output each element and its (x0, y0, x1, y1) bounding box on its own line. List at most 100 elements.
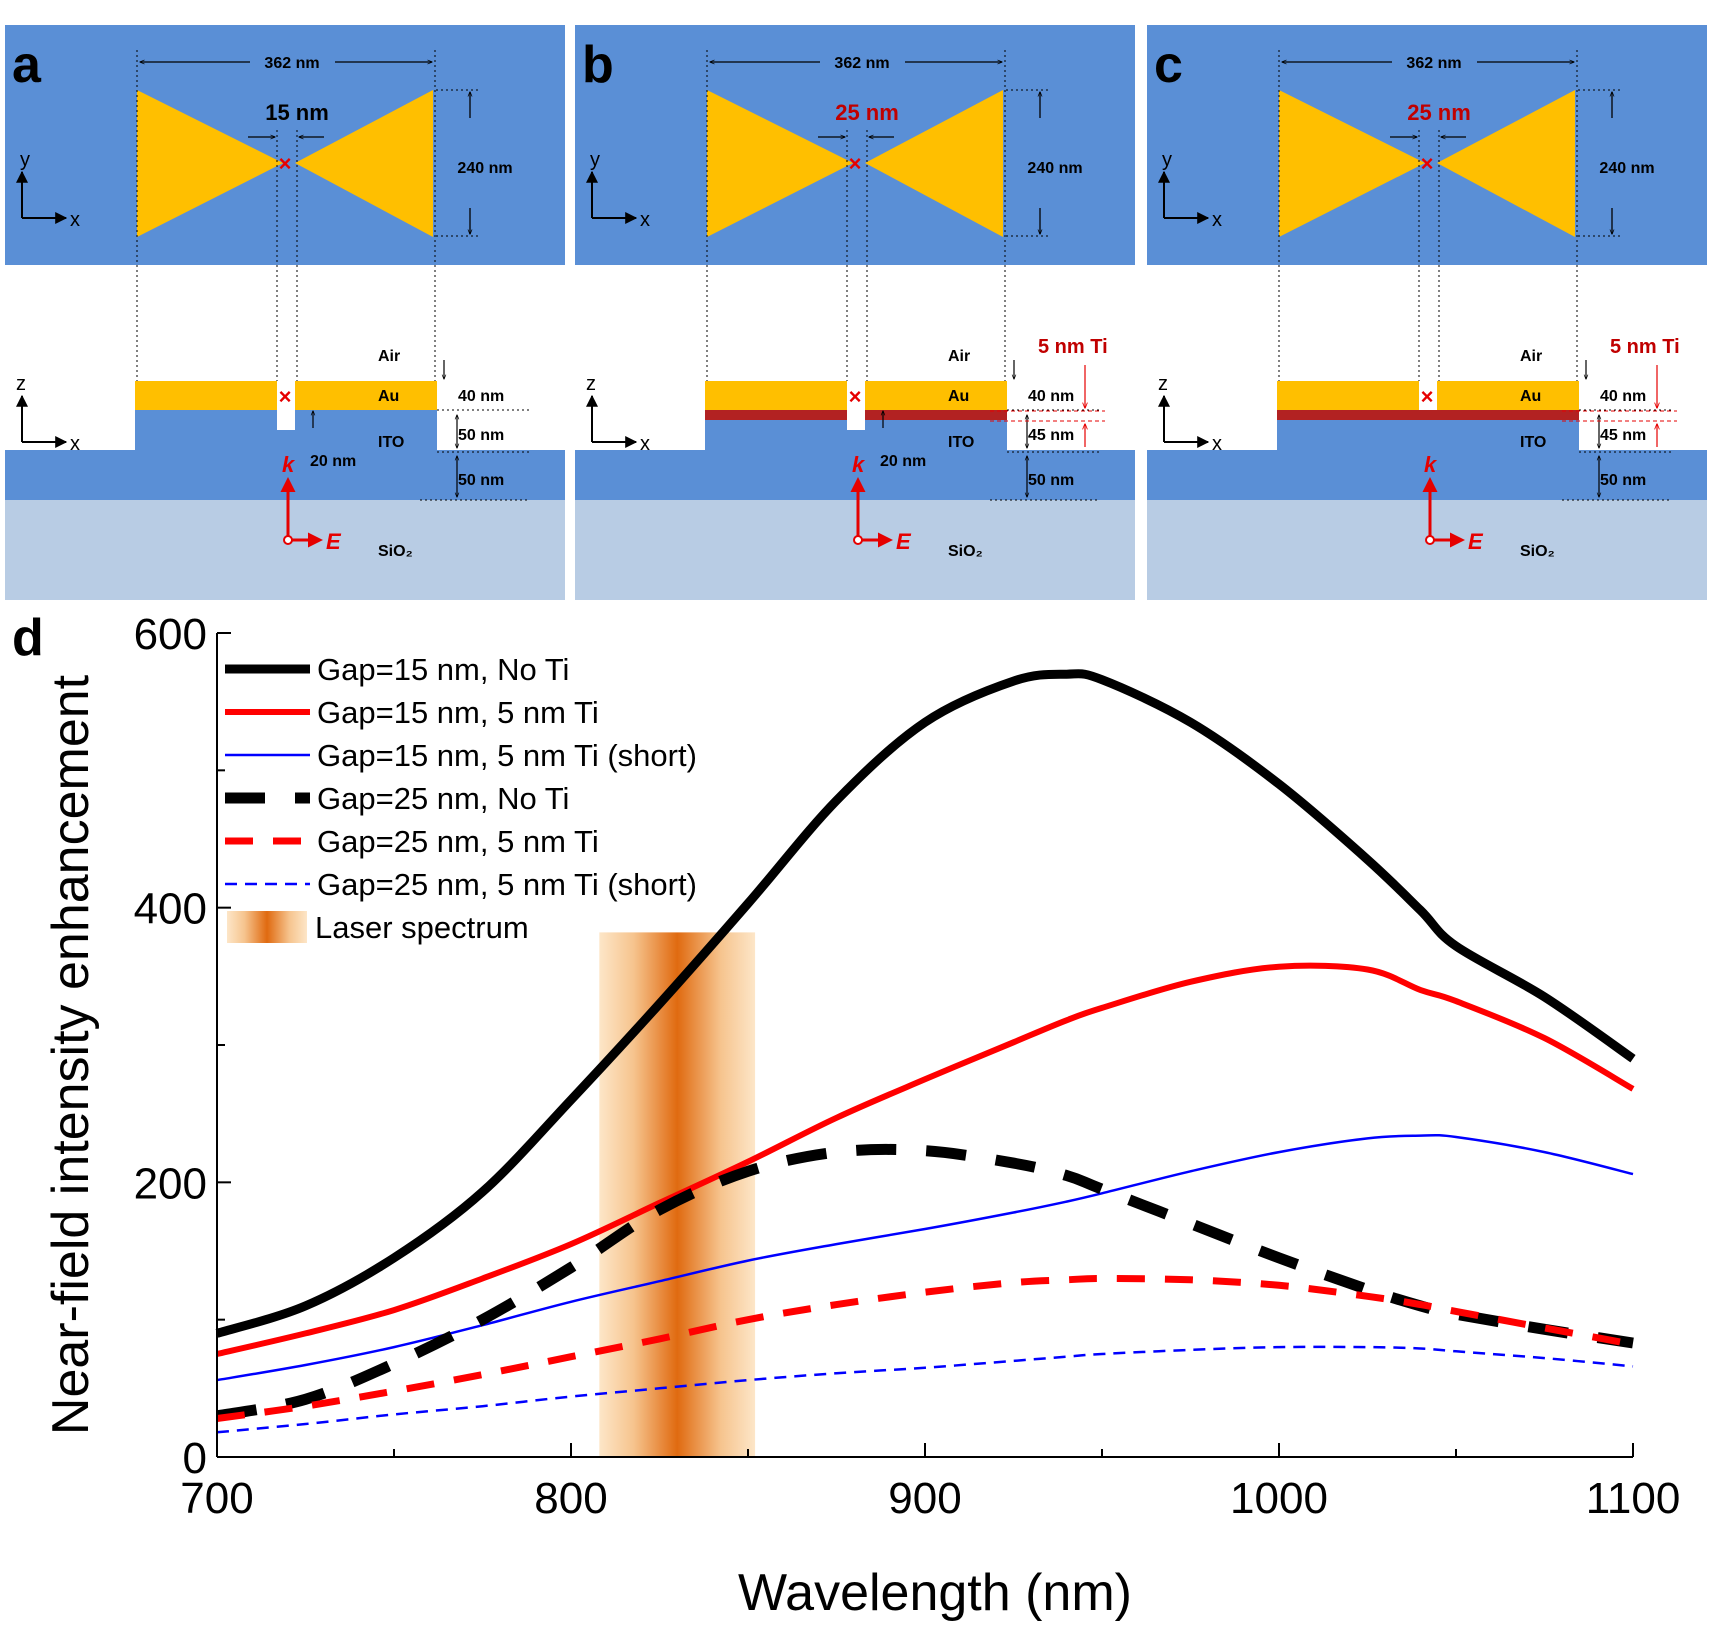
series-line-1 (215, 669, 1636, 1338)
panel-label: a (12, 36, 42, 94)
axis-x-label: x (70, 209, 80, 231)
chart-panel-d: 700 800 900 1000 1100 0 200 400 600 Wavelength (n… (12, 609, 1680, 1622)
legend-label-2: Gap=15 nm, 5 nm Ti (317, 695, 599, 730)
layer-sio2-label: SiO₂ (1520, 543, 1555, 560)
x-tick-label: 1000 (1230, 1474, 1328, 1523)
layer-au-label: Au (1520, 388, 1541, 405)
thickness-sub-label: 50 nm (458, 472, 504, 489)
x-tick-label: 900 (888, 1474, 961, 1523)
au-right (865, 381, 1007, 410)
x-axis-title: Wavelength (nm) (738, 1564, 1132, 1622)
origin-dot (1425, 535, 1435, 545)
axis-y-label: y (1162, 149, 1172, 171)
series-line-4 (216, 1143, 1634, 1422)
x-tick-label: 700 (180, 1474, 253, 1523)
thickness-ito-label: 45 nm (1600, 427, 1646, 444)
layer-air-label: Air (1520, 348, 1542, 365)
axis-y-label: y (20, 149, 30, 171)
panel-label-d: d (12, 609, 44, 667)
au-left (705, 381, 847, 410)
axis-x2-label: x (640, 433, 650, 455)
top-view-background (5, 25, 565, 265)
k-label: k (852, 452, 866, 477)
y-axis-title: Near-field intensity enhancement (42, 674, 100, 1435)
ti-label: 5 nm Ti (1038, 336, 1108, 358)
width-label: 362 nm (264, 55, 319, 72)
hotspot-marker: × (279, 151, 292, 176)
au-right (1437, 381, 1579, 410)
panel-label: b (582, 36, 614, 94)
legend-label-6: Gap=25 nm, 5 nm Ti (short) (317, 867, 697, 902)
gap-label: 25 nm (835, 100, 899, 125)
width-label: 362 nm (1406, 55, 1461, 72)
layer-ito-label: ITO (948, 434, 974, 451)
top-view-background (575, 25, 1135, 265)
thickness-pillar-label: 20 nm (310, 453, 356, 470)
thickness-au-label: 40 nm (1028, 388, 1074, 405)
hotspot-marker-side: × (1421, 384, 1434, 409)
thickness-sub-label: 50 nm (1028, 472, 1074, 489)
hotspot-marker: × (1421, 151, 1434, 176)
axis-x2-label: x (1212, 433, 1222, 455)
layer-sio2-label: SiO₂ (948, 543, 983, 560)
legend-label-4: Gap=25 nm, No Ti (317, 781, 569, 816)
au-right (295, 381, 437, 410)
layer-air-label: Air (378, 348, 400, 365)
thickness-pillar-label: 20 nm (880, 453, 926, 470)
axis-x-label: x (640, 209, 650, 231)
top-view-background (1147, 25, 1707, 265)
series-line-2 (216, 962, 1635, 1357)
x-tick-label: 800 (534, 1474, 607, 1523)
x-tick-label: 1100 (1586, 1474, 1681, 1523)
legend-label-1: Gap=15 nm, No Ti (317, 652, 569, 687)
axis-y-label: y (590, 149, 600, 171)
panel-label: c (1154, 36, 1183, 94)
k-label: k (282, 452, 296, 477)
hotspot-marker: × (849, 151, 862, 176)
legend-label-3: Gap=15 nm, 5 nm Ti (short) (317, 738, 697, 773)
e-label: E (1468, 529, 1484, 554)
panel-a: a 362 nm 15 nm × × 240 nm y x z x Air Au ITO SiO₂ 40 n… (5, 25, 565, 600)
legend-label-laser: Laser spectrum (315, 910, 529, 945)
gap-label: 25 nm (1407, 100, 1471, 125)
legend-label-5: Gap=25 nm, 5 nm Ti (317, 824, 599, 859)
gap-cavity (1419, 381, 1437, 410)
y-tick-label: 0 (183, 1434, 207, 1483)
y-tick-label: 400 (134, 885, 207, 934)
e-label: E (896, 529, 912, 554)
origin-dot (853, 535, 863, 545)
axis-z-label: z (16, 373, 26, 395)
legend-swatch-laser (227, 911, 307, 943)
sio2-substrate (575, 500, 1135, 600)
panel-c: c 362 nm 25 nm × × 240 nm y x z x Air Au ITO SiO₂ 40 n… (1147, 25, 1707, 600)
bowtie-left (1279, 90, 1425, 237)
thickness-sub-label: 50 nm (1600, 472, 1646, 489)
thickness-au-label: 40 nm (458, 388, 504, 405)
origin-dot (283, 535, 293, 545)
layer-au-label: Au (948, 388, 969, 405)
k-label: k (1424, 452, 1438, 477)
gap-cavity (277, 408, 295, 430)
axis-x-label: x (1212, 209, 1222, 231)
series-line-6 (216, 1345, 1634, 1434)
layer-air-label: Air (948, 348, 970, 365)
au-left (1277, 381, 1419, 410)
height-label: 240 nm (1027, 160, 1082, 177)
panel-b: b 362 nm 25 nm × × 240 nm y x z x Air Au ITO SiO₂ 40 n… (575, 25, 1135, 600)
bowtie-left (707, 90, 853, 237)
y-tick-label: 200 (134, 1159, 207, 1208)
y-tick-label: 600 (134, 610, 207, 659)
hotspot-marker-side: × (849, 384, 862, 409)
axis-x2-label: x (70, 433, 80, 455)
thickness-au-label: 40 nm (1600, 388, 1646, 405)
sio2-substrate (5, 500, 565, 600)
thickness-ito-label: 50 nm (458, 427, 504, 444)
layer-sio2-label: SiO₂ (378, 543, 413, 560)
schematic-panels: a 362 nm 15 nm × × 240 nm y x z x Air Au ITO SiO₂ 40 n… (5, 25, 1707, 600)
layer-ito-label: ITO (378, 434, 404, 451)
series-line-5 (216, 1275, 1634, 1422)
au-left (135, 381, 277, 410)
ti-label: 5 nm Ti (1610, 336, 1680, 358)
sio2-substrate (1147, 500, 1707, 600)
